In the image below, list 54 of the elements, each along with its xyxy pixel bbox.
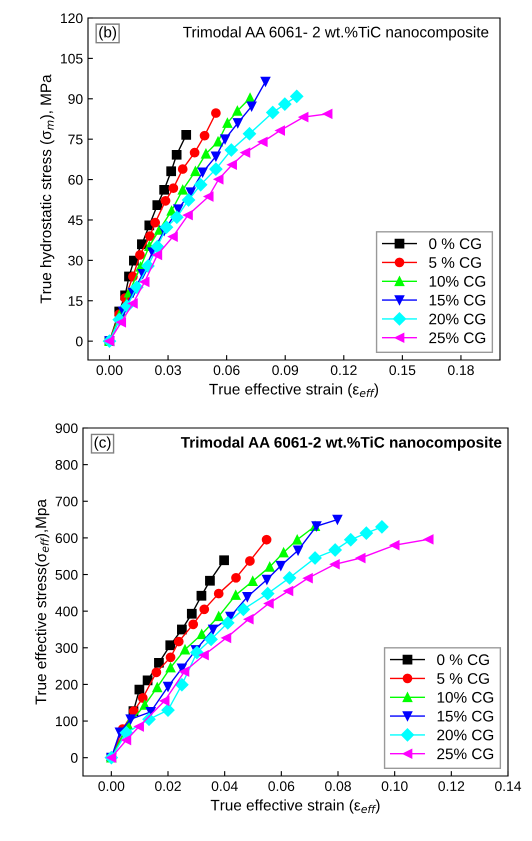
x-tick-label: 0.15 [389, 365, 416, 376]
x-tick-label: 0.03 [155, 365, 181, 376]
x-tick-label: 0.12 [438, 781, 464, 792]
y-tick-label: 45 [68, 215, 83, 226]
y-axis-title: True hydrostatic stress (σ$_{m}$), MPa [40, 74, 54, 304]
legend-label: 10% CG [438, 692, 494, 703]
y-tick-label: 0 [70, 753, 78, 763]
legend-label: 25% CG [437, 748, 494, 760]
y-tick-label: 75 [68, 134, 83, 144]
x-tick-label: 0.10 [382, 781, 408, 792]
annotation: (c) [94, 436, 110, 451]
y-tick-label: 200 [56, 680, 78, 690]
y-tick-label: 400 [55, 606, 78, 616]
legend-label: 25% CG [429, 332, 486, 344]
x-tick-label: 0.06 [268, 781, 294, 792]
legend-label: 15% CG [438, 710, 494, 722]
text: Trimodal AA 6061- 2 wt.%TiC nanocomposite [183, 26, 488, 41]
x-axis-title: True effective strain (ε$_{eff}$) [210, 799, 380, 814]
x-tick-label: 0.18 [448, 365, 474, 376]
x-tick-label: 0.12 [330, 365, 357, 376]
x-tick-label: 0.09 [272, 365, 298, 376]
x-tick-label: 0.04 [212, 781, 238, 792]
y-tick-label: 0 [76, 336, 83, 346]
y-tick-label: 800 [56, 460, 78, 470]
y-tick-label: 30 [68, 256, 83, 266]
legend-label: 20% CG [437, 730, 494, 740]
legend-label: 10% CG [430, 276, 486, 287]
y-tick-label: 120 [61, 13, 83, 24]
y-tick-label: 15 [68, 296, 83, 306]
y-tick-label: 500 [56, 570, 78, 580]
y-tick-label: 100 [56, 716, 78, 726]
annotation: (b) [99, 26, 116, 41]
y-tick-label: 300 [56, 643, 78, 653]
y-tick-label: 700 [56, 496, 78, 506]
y-tick-label: 900 [56, 423, 78, 434]
y-tick-label: 600 [56, 533, 78, 544]
legend-label: 5 % CG [437, 673, 489, 684]
legend-label: 5 % CG [429, 257, 481, 268]
y-tick-label: 90 [68, 94, 83, 104]
x-tick-label: 0.02 [155, 781, 181, 792]
x-tick-label: 0.00 [98, 781, 124, 792]
y-axis-title: True effective stress(σ$_{eff}$),Mpa [35, 499, 50, 705]
x-tick-label: 0.14 [495, 781, 522, 792]
y-tick-label: 60 [68, 174, 83, 185]
y-tick-label: 105 [61, 54, 83, 64]
legend-label: 15% CG [430, 294, 486, 306]
x-tick-label: 0.08 [325, 781, 351, 792]
text: Trimodal AA 6061-2 wt.%TiC nanocomposite [180, 436, 502, 451]
legend-label: 0 % CG [429, 238, 481, 250]
x-axis-title: True effective strain (ε$_{eff}$) [209, 383, 378, 398]
legend-label: 0 % CG [437, 654, 489, 666]
x-tick-label: 0.06 [214, 365, 240, 376]
x-tick-label: 0.00 [96, 365, 122, 376]
legend-label: 20% CG [429, 314, 486, 324]
